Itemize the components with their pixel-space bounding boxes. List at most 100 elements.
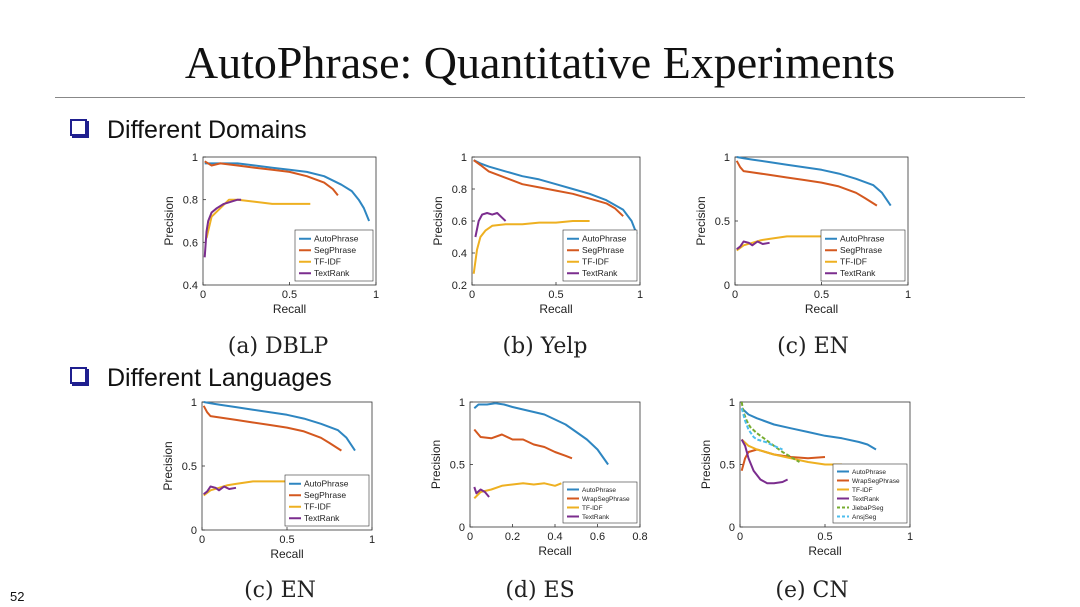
legend-label: TextRank (314, 268, 350, 278)
y-tick-label: 0.6 (183, 237, 198, 249)
x-tick-label: 0 (467, 531, 473, 543)
x-tick-label: 0 (737, 531, 743, 543)
legend-label: TF-IDF (314, 257, 341, 267)
legend-label: TextRank (840, 268, 876, 278)
series-line-wrapsegphrase (473, 428, 573, 460)
x-tick-label: 0.4 (547, 531, 562, 543)
section-label: Different Languages (107, 364, 332, 392)
section-different-domains: Different Domains (70, 116, 307, 145)
y-tick-label: 0.4 (183, 280, 198, 292)
x-tick-label: 0.5 (548, 289, 563, 301)
legend-label: AnsjSeg (852, 514, 877, 521)
legend-label: TextRank (304, 513, 340, 523)
legend-label: TextRank (582, 514, 610, 521)
legend-label: WrapSegPhrase (852, 478, 900, 485)
x-tick-label: 0 (469, 289, 475, 301)
caption-cn: (e) CN (775, 578, 849, 603)
legend-label: AutoPhrase (314, 234, 359, 244)
y-tick-label: 0 (459, 522, 465, 534)
series-line-tf-idf (205, 198, 311, 239)
series-line-autophrase (741, 407, 877, 451)
y-tick-label: 0.8 (452, 184, 467, 196)
x-axis-label: Recall (270, 547, 303, 561)
y-tick-label: 0 (729, 522, 735, 534)
legend-label: TF-IDF (852, 487, 873, 494)
x-tick-label: 0.2 (505, 531, 520, 543)
x-tick-label: 0.6 (590, 531, 605, 543)
x-tick-label: 1 (907, 531, 913, 543)
legend-label: AutoPhrase (582, 234, 627, 244)
caption-en-domains: (c) EN (777, 334, 849, 359)
y-axis-label: Precision (429, 440, 443, 489)
x-tick-label: 1 (369, 534, 375, 546)
checkbox-bullet-icon (70, 367, 87, 384)
series-line-autophrase (473, 159, 638, 235)
y-axis-label: Precision (699, 440, 713, 489)
series-line-textrank (203, 198, 242, 258)
legend-label: TF-IDF (582, 257, 609, 267)
checkbox-bullet-icon (70, 119, 87, 136)
y-tick-label: 0.8 (183, 195, 198, 207)
chart-cn: 0 0.5 1 0 0.5 1 Recall Precision AutoPhrase WrapS… (699, 397, 913, 558)
caption-yelp: (b) Yelp (502, 334, 588, 359)
y-tick-label: 1 (461, 152, 467, 164)
x-axis-label: Recall (539, 302, 572, 316)
legend-label: TextRank (852, 496, 880, 503)
series-line-tf-idf (741, 438, 842, 466)
x-axis-label: Recall (805, 302, 838, 316)
series-line-segphrase (473, 159, 624, 217)
chart-en-languages: 0 0.5 1 0 0.5 1 Recall Precision AutoPhraseSegPh… (161, 397, 375, 561)
y-tick-label: 0.5 (715, 216, 730, 228)
section-different-languages: Different Languages (70, 364, 332, 393)
y-tick-label: 0.5 (182, 461, 197, 473)
y-axis-label: Precision (694, 196, 708, 245)
caption-dblp: (a) DBLP (227, 334, 329, 359)
y-tick-label: 1 (724, 152, 730, 164)
series-line-textrank (474, 212, 507, 238)
legend-label: SegPhrase (304, 490, 346, 500)
series-line-textrank (736, 240, 770, 251)
series-line-textrank (473, 486, 490, 498)
legend-label: JiebaPSeg (852, 505, 884, 512)
page-number: 52 (10, 589, 25, 604)
chart-dblp: 0 0.5 1 0.4 0.6 0.8 1 Recall Precision AutoPhrase… (162, 152, 379, 316)
y-axis-label: Precision (162, 196, 176, 245)
legend-label: AutoPhrase (304, 479, 349, 489)
series-line-segphrase (202, 405, 342, 452)
caption-es: (d) ES (505, 578, 575, 603)
series-line-ansjseg (740, 408, 783, 451)
slide-title: AutoPhrase: Quantitative Experiments (184, 37, 896, 88)
y-tick-label: 1 (729, 397, 735, 409)
x-tick-label: 1 (373, 289, 379, 301)
y-tick-label: 0 (724, 280, 730, 292)
y-axis-label: Precision (161, 441, 175, 490)
y-tick-label: 0 (191, 525, 197, 537)
y-tick-label: 1 (459, 397, 465, 409)
legend-label: WrapSegPhrase (582, 496, 630, 503)
legend-label: TF-IDF (840, 257, 867, 267)
caption-en-languages: (c) EN (244, 578, 316, 603)
legend-label: SegPhrase (582, 245, 624, 255)
y-tick-label: 0.4 (452, 248, 467, 260)
series-line-autophrase (203, 401, 356, 452)
chart-es: 0 0.2 0.4 0.6 0.8 0 0.5 1 Recall Precision AutoPhr… (429, 397, 648, 558)
x-tick-label: 0.5 (814, 289, 829, 301)
legend-box (832, 463, 908, 524)
legend-label: AutoPhrase (852, 469, 886, 476)
series-line-segphrase (204, 160, 339, 197)
y-axis-label: Precision (431, 196, 445, 245)
legend-label: AutoPhrase (582, 487, 616, 494)
series-line-textrank (740, 439, 789, 485)
x-tick-label: 1 (637, 289, 643, 301)
series-line-tf-idf (473, 482, 562, 500)
y-tick-label: 0.6 (452, 216, 467, 228)
y-tick-label: 1 (191, 397, 197, 409)
legend-label: SegPhrase (840, 245, 882, 255)
legend-label: TextRank (582, 268, 618, 278)
series-line-jiebapseg (740, 401, 801, 463)
chart-yelp: 0 0.5 1 0.2 0.4 0.6 0.8 1 Recall Precision AutoPhr… (431, 152, 643, 316)
legend-label: AutoPhrase (840, 234, 885, 244)
y-tick-label: 0.5 (450, 460, 465, 472)
x-tick-label: 0 (200, 289, 206, 301)
x-axis-label: Recall (538, 544, 571, 558)
